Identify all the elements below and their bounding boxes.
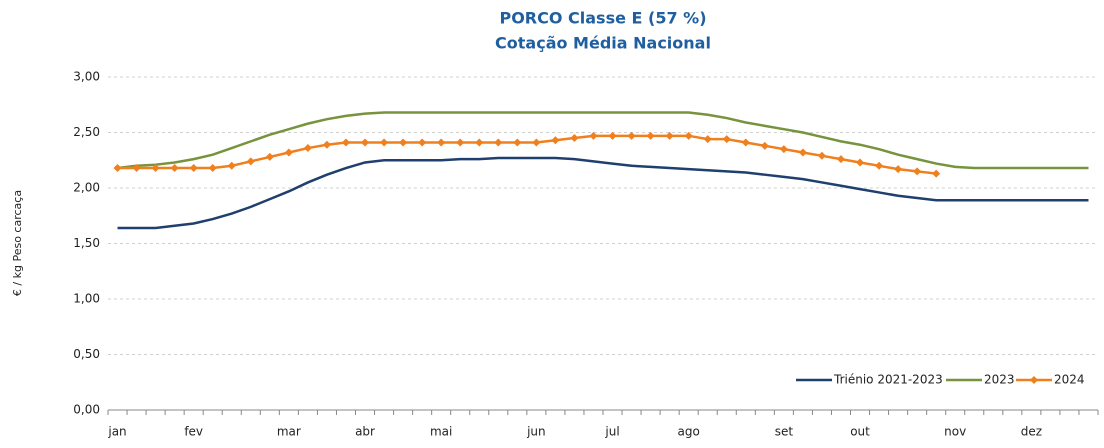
x-tick-label: mar <box>277 425 301 439</box>
x-tick-label: jun <box>526 425 546 439</box>
chart-subtitle: Cotação Média Nacional <box>495 34 711 53</box>
y-axis-title: € / kg Peso carcaça <box>11 190 24 296</box>
legend-label: Triénio 2021-2023 <box>833 373 943 387</box>
series-marker <box>665 131 674 140</box>
chart-title: PORCO Classe E (57 %) <box>499 9 706 28</box>
legend-marker <box>1030 376 1038 384</box>
y-tick-label: 2,50 <box>73 125 100 139</box>
series-marker <box>132 164 141 173</box>
series-marker <box>779 145 788 154</box>
series-line <box>117 134 937 175</box>
y-tick-label: 3,00 <box>73 70 100 84</box>
y-tick-label: 1,50 <box>73 236 100 250</box>
series-marker <box>798 148 807 157</box>
series-marker <box>513 138 522 147</box>
series-marker <box>189 164 198 173</box>
series-marker <box>570 134 579 143</box>
series-marker <box>741 138 750 147</box>
x-tick-label: nov <box>944 425 966 439</box>
series-marker <box>760 141 769 150</box>
series-marker <box>475 138 484 147</box>
series-marker <box>836 155 845 164</box>
x-tick-label: ago <box>678 425 700 439</box>
series-marker <box>494 138 503 147</box>
series-marker <box>856 158 865 167</box>
series-marker <box>875 161 884 170</box>
series-marker <box>608 131 617 140</box>
x-tick-label: jan <box>107 425 126 439</box>
series-marker <box>246 157 255 166</box>
series-marker <box>627 131 636 140</box>
legend-label: 2023 <box>984 373 1015 387</box>
x-tick-label: dez <box>1021 425 1042 439</box>
series-marker <box>113 164 122 173</box>
series-marker <box>703 135 712 144</box>
series-marker <box>303 144 312 153</box>
y-tick-label: 0,00 <box>73 403 100 417</box>
series-marker <box>151 164 160 173</box>
series-marker <box>551 136 560 145</box>
series-line <box>117 156 1089 230</box>
series-marker <box>456 138 465 147</box>
series-marker <box>894 165 903 174</box>
y-tick-label: 2,00 <box>73 181 100 195</box>
series-marker <box>684 131 693 140</box>
x-tick-label: out <box>850 425 870 439</box>
series-marker <box>722 135 731 144</box>
series-marker <box>532 138 541 147</box>
x-tick-label: jul <box>604 425 619 439</box>
series-marker <box>284 148 293 157</box>
legend-label: 2024 <box>1054 373 1085 387</box>
series-marker <box>265 152 274 161</box>
series-marker <box>227 161 236 170</box>
series-marker <box>208 164 217 173</box>
series-marker <box>418 138 427 147</box>
series-marker <box>170 164 179 173</box>
series-marker <box>361 138 370 147</box>
series-marker <box>341 138 350 147</box>
series-marker <box>399 138 408 147</box>
y-tick-label: 1,00 <box>73 292 100 306</box>
y-tick-label: 0,50 <box>73 347 100 361</box>
x-tick-label: abr <box>355 425 375 439</box>
series-marker <box>817 151 826 160</box>
series-marker <box>437 138 446 147</box>
series-marker <box>913 167 922 176</box>
series-marker <box>322 140 331 149</box>
x-tick-label: fev <box>184 425 203 439</box>
x-tick-label: set <box>775 425 794 439</box>
series-line <box>117 111 1089 170</box>
series-marker <box>380 138 389 147</box>
series-marker <box>589 131 598 140</box>
series-marker <box>646 131 655 140</box>
series-marker <box>932 169 941 178</box>
x-tick-label: mai <box>430 425 452 439</box>
